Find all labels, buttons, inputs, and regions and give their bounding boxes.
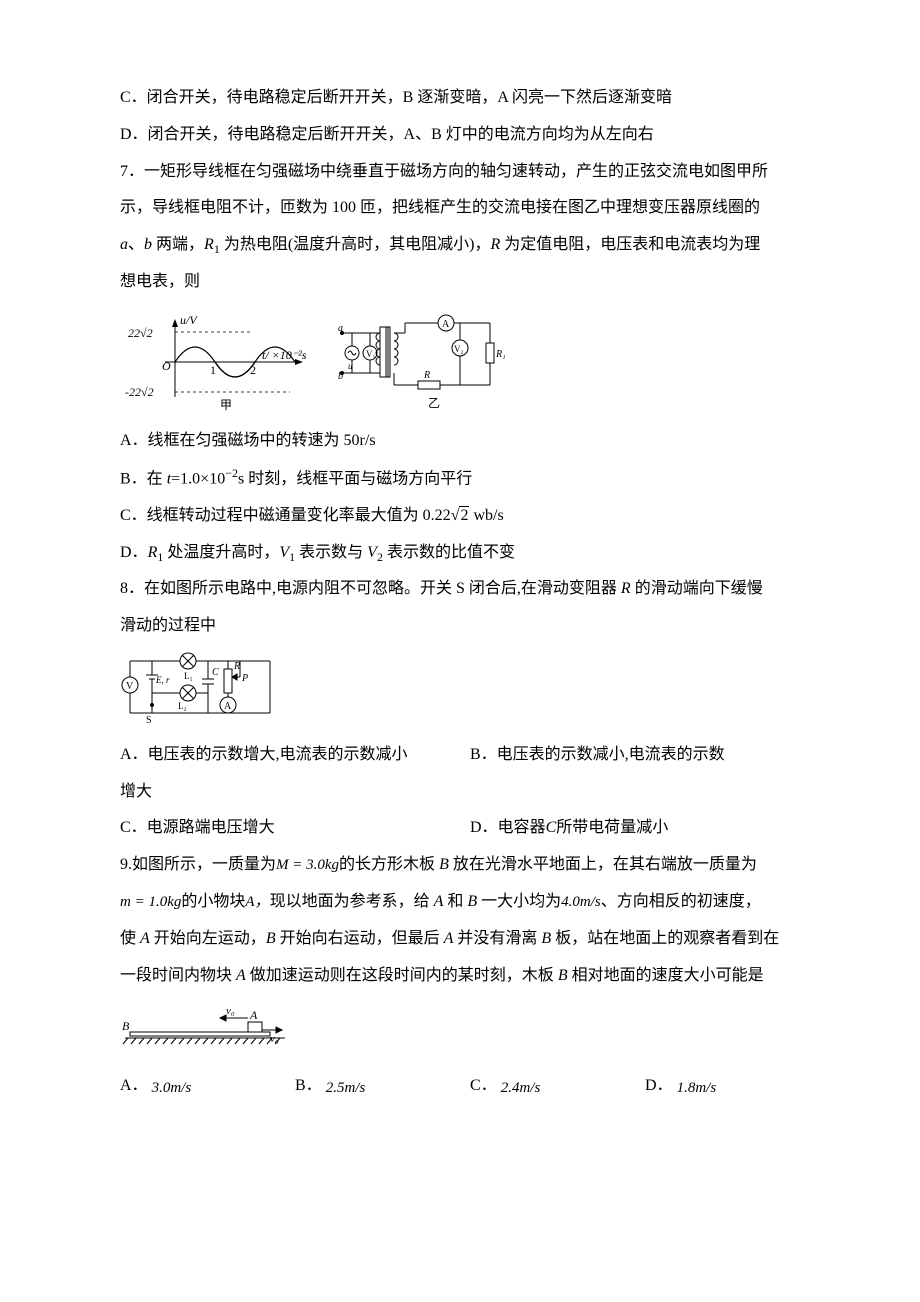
ylabel-bot: -22√2 bbox=[125, 385, 154, 399]
svg-text:P: P bbox=[241, 673, 248, 684]
q7-stem-3: a、b 两端，R1 为热电阻(温度升高时，其电阻减小)，R 为定值电阻，电压表和… bbox=[120, 227, 820, 264]
q8-stem-1: 8．在如图所示电路中,电源内阻不可忽略。开关 S 闭合后,在滑动变阻器 R 的滑… bbox=[120, 571, 820, 608]
q6-opt-c: C．闭合开关，待电路稳定后断开开关，B 逐渐变暗，A 闪亮一下然后逐渐变暗 bbox=[120, 80, 820, 117]
q9-figure: A B v₀ v₀ bbox=[120, 1008, 820, 1054]
svg-text:E, r: E, r bbox=[155, 675, 170, 685]
tick-1: 1 bbox=[210, 363, 216, 377]
var-b: b bbox=[144, 236, 152, 253]
q9-opt-c: C．2.4m/s bbox=[470, 1068, 645, 1105]
svg-text:A: A bbox=[224, 701, 232, 712]
q9-opt-a: A．3.0m/s bbox=[120, 1068, 295, 1105]
q9-stem-4: 一段时间内物块 A 做加速运动则在这段时间内的某时刻，木板 B 相对地面的速度大… bbox=[120, 958, 820, 995]
expr-M: M = 3.0kg bbox=[276, 848, 339, 883]
svg-text:V₁: V₁ bbox=[366, 349, 376, 359]
q9-stem-3: 使 A 开始向左运动，B 开始向右运动，但最后 A 并没有滑离 B 板，站在地面… bbox=[120, 921, 820, 958]
sqrt-2-icon: 2 bbox=[451, 498, 470, 535]
q6-opt-d: D．闭合开关，待电路稳定后断开开关，A、B 灯中的电流方向均为从左向右 bbox=[120, 117, 820, 154]
q7-stem-1: 7．一矩形导线框在匀强磁场中绕垂直于磁场方向的轴匀速转动，产生的正弦交流电如图甲… bbox=[120, 154, 820, 191]
var-r1: R bbox=[204, 236, 214, 253]
q8-figure: L₁ V E, r L₂ S bbox=[120, 651, 820, 731]
q9-stem-2: m = 1.0kg的小物块A，现以地面为参考系，给 A 和 B 一大小均为4.0… bbox=[120, 884, 820, 921]
t-label: t/ ×10⁻²s bbox=[262, 348, 307, 362]
svg-text:R₁: R₁ bbox=[495, 349, 506, 360]
var-r: R bbox=[621, 580, 631, 597]
svg-text:S: S bbox=[146, 715, 152, 726]
var-r: R bbox=[490, 236, 500, 253]
expr-v: 4.0m/s bbox=[561, 885, 601, 920]
q9-opt-d: D．1.8m/s bbox=[645, 1068, 820, 1105]
q7-opt-a: A．线框在匀强磁场中的转速为 50r/s bbox=[120, 423, 820, 460]
q8-opt-b-cont: 增大 bbox=[120, 774, 820, 811]
u-label: u/V bbox=[180, 313, 198, 327]
q7-opt-c: C．线框转动过程中磁通量变化率最大值为 0.222 wb/s bbox=[120, 498, 820, 535]
q9-stem-1: 9.如图所示，一质量为M = 3.0kg的长方形木板 B 放在光滑水平地面上，在… bbox=[120, 847, 820, 884]
label-A: A bbox=[249, 1008, 258, 1022]
q8-opt-d: D．电容器 C 所带电荷量减小 bbox=[470, 810, 820, 847]
q8-options-row2: C．电源路端电压增大 D．电容器 C 所带电荷量减小 bbox=[120, 810, 820, 847]
ylabel-top: 22√2 bbox=[128, 326, 153, 340]
q9-options: A．3.0m/s B．2.5m/s C．2.4m/s D．1.8m/s bbox=[120, 1068, 820, 1105]
svg-text:乙: 乙 bbox=[428, 396, 440, 410]
svg-text:R: R bbox=[423, 370, 430, 381]
var-a: a bbox=[120, 236, 128, 253]
q7-stem-2: 示，导线框电阻不计，匝数为 100 匝，把线框产生的交流电接在图乙中理想变压器原… bbox=[120, 190, 820, 227]
svg-text:v₀: v₀ bbox=[226, 1008, 235, 1017]
svg-text:L₁: L₁ bbox=[184, 671, 193, 681]
svg-text:R: R bbox=[233, 661, 240, 672]
svg-text:V₂: V₂ bbox=[454, 344, 464, 354]
svg-text:V: V bbox=[126, 681, 134, 692]
svg-text:A: A bbox=[442, 319, 450, 330]
q8-options-row1: A．电压表的示数增大,电流表的示数减小 B．电压表的示数减小,电流表的示数 bbox=[120, 737, 820, 774]
origin-label: O bbox=[162, 359, 171, 373]
q8-stem-2: 滑动的过程中 bbox=[120, 608, 820, 645]
svg-text:C: C bbox=[212, 667, 219, 678]
q8-opt-b: B．电压表的示数减小,电流表的示数 bbox=[470, 737, 820, 774]
q9-opt-b: B．2.5m/s bbox=[295, 1068, 470, 1105]
q7-stem-4: 想电表，则 bbox=[120, 264, 820, 301]
svg-text:L₂: L₂ bbox=[178, 701, 187, 711]
q7-figure: 22√2 -22√2 u/V O 1 2 t/ ×10⁻²s 甲 a b u V… bbox=[120, 307, 820, 417]
q8-opt-c: C．电源路端电压增大 bbox=[120, 810, 470, 847]
q7-opt-b: B．在 t=1.0×10−2s 时刻，线框平面与磁场方向平行 bbox=[120, 460, 820, 498]
q7-opt-d: D．R1 处温度升高时，V1 表示数与 V2 表示数的比值不变 bbox=[120, 535, 820, 572]
label-B: B bbox=[122, 1019, 130, 1033]
expr-m: m = 1.0kg bbox=[120, 885, 181, 920]
caption-left: 甲 bbox=[220, 398, 232, 412]
tick-2: 2 bbox=[250, 363, 256, 377]
q8-opt-a: A．电压表的示数增大,电流表的示数减小 bbox=[120, 737, 470, 774]
